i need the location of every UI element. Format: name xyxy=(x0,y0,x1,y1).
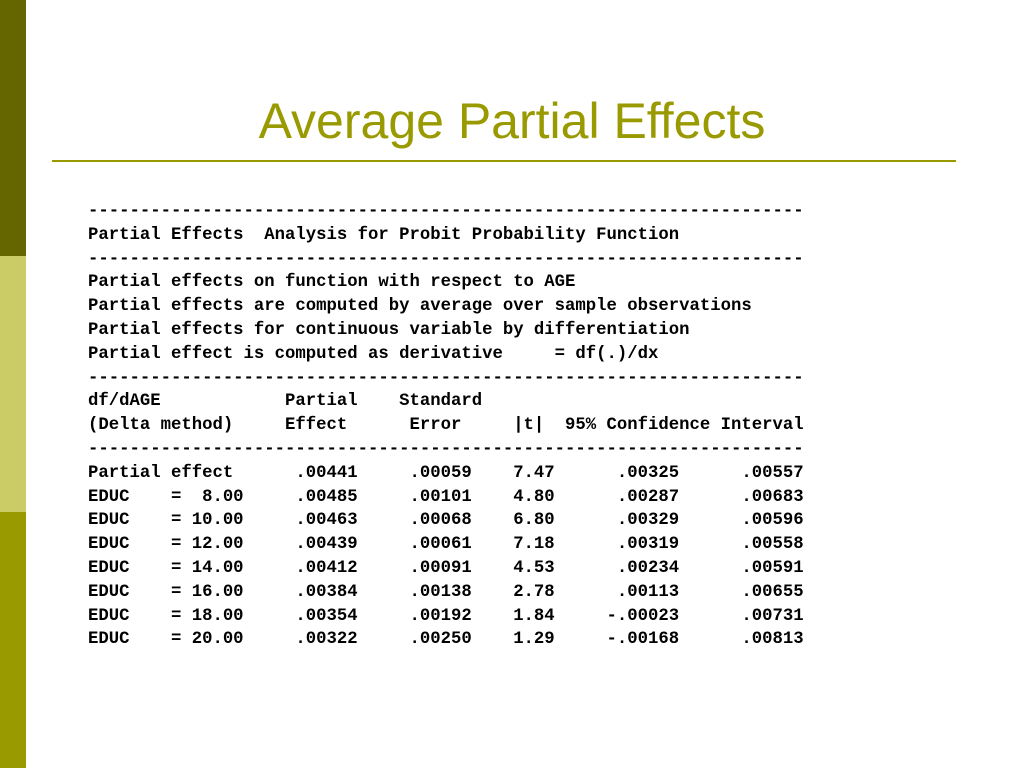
divider-line: ----------------------------------------… xyxy=(88,368,804,388)
divider-line: ----------------------------------------… xyxy=(88,249,804,269)
regression-output: ----------------------------------------… xyxy=(88,200,804,652)
column-header: (Delta method) Effect Error |t| 95% Conf… xyxy=(88,416,804,436)
table-row: EDUC = 20.00 .00322 .00250 1.29 -.00168 … xyxy=(88,630,804,650)
table-row: EDUC = 12.00 .00439 .00061 7.18 .00319 .… xyxy=(88,535,804,555)
table-row: EDUC = 8.00 .00485 .00101 4.80 .00287 .0… xyxy=(88,487,804,507)
divider-line: ----------------------------------------… xyxy=(88,439,804,459)
column-header: df/dAGE Partial Standard xyxy=(88,392,483,412)
note-line: Partial effects are computed by average … xyxy=(88,297,752,317)
table-row: EDUC = 14.00 .00412 .00091 4.53 .00234 .… xyxy=(88,558,804,578)
note-line: Partial effects on function with respect… xyxy=(88,273,576,293)
slide-title: Average Partial Effects xyxy=(258,93,766,149)
sidebar-segment-middle xyxy=(0,256,26,512)
sidebar-segment-top xyxy=(0,0,26,256)
output-heading: Partial Effects Analysis for Probit Prob… xyxy=(88,225,680,245)
table-row: EDUC = 16.00 .00384 .00138 2.78 .00113 .… xyxy=(88,582,804,602)
sidebar-segment-bottom xyxy=(0,512,26,768)
title-underline xyxy=(52,160,956,162)
note-line: Partial effects for continuous variable … xyxy=(88,320,690,340)
divider-line: ----------------------------------------… xyxy=(88,202,804,221)
note-line: Partial effect is computed as derivative… xyxy=(88,344,659,364)
table-row: EDUC = 18.00 .00354 .00192 1.84 -.00023 … xyxy=(88,606,804,626)
table-row: EDUC = 10.00 .00463 .00068 6.80 .00329 .… xyxy=(88,511,804,531)
table-row: Partial effect .00441 .00059 7.47 .00325… xyxy=(88,463,804,483)
